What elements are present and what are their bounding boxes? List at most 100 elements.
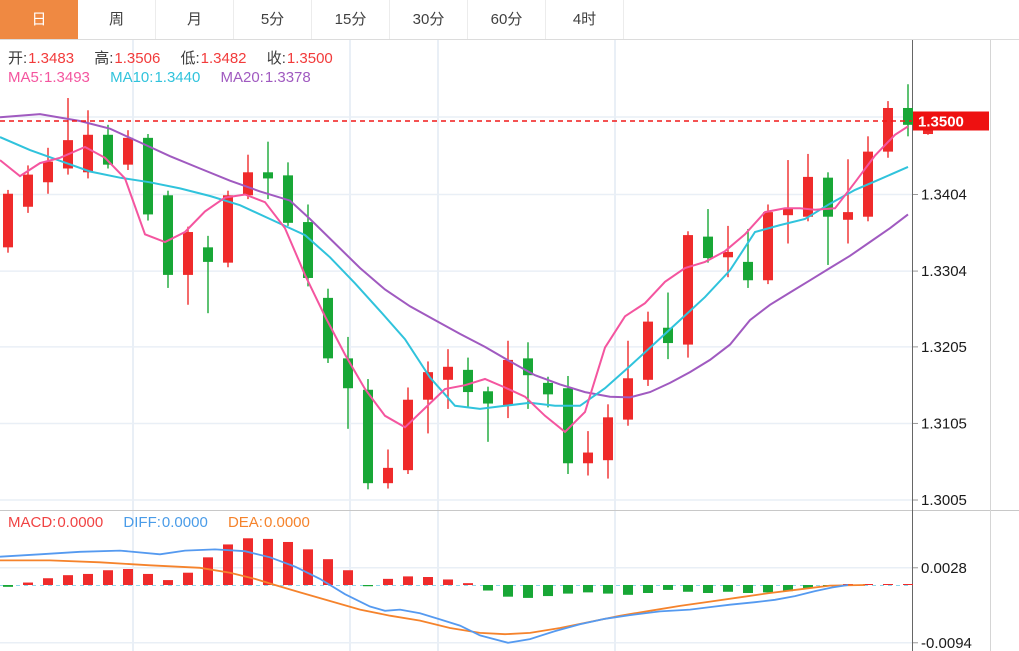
- candle-body: [303, 222, 313, 278]
- candle-body: [363, 389, 373, 484]
- candle-body: [383, 467, 393, 484]
- macd-histogram-bar: [723, 585, 733, 592]
- low-value: 1.3482: [200, 50, 247, 67]
- macd-axis-label: 0.0028: [921, 560, 967, 577]
- macd-histogram-bar: [863, 584, 873, 585]
- price-axis-label: 1.3005: [921, 492, 967, 509]
- price-axis-label: 1.3404: [921, 187, 967, 204]
- candle-body: [543, 382, 553, 395]
- candle-body: [603, 417, 613, 461]
- main-chart-plot[interactable]: [0, 40, 912, 510]
- dea-line: [0, 559, 866, 636]
- macd-readout: MACD:0.0000: [8, 514, 103, 531]
- candle-body: [703, 236, 713, 259]
- tab-60min[interactable]: 60分: [468, 0, 546, 39]
- tab-15min[interactable]: 15分: [312, 0, 390, 39]
- open-label: 开:: [8, 50, 28, 67]
- candle-body: [483, 391, 493, 404]
- candle-body: [883, 107, 893, 152]
- ma5-label: MA5:: [8, 69, 44, 86]
- candle-body: [403, 399, 413, 471]
- macd-histogram-bar: [23, 582, 33, 585]
- high-label: 高:: [94, 50, 114, 67]
- macd-histogram-bar: [543, 585, 553, 597]
- candle-body: [263, 172, 273, 179]
- low-label: 低:: [180, 50, 200, 67]
- diff-value: 0.0000: [161, 514, 208, 531]
- candle-body: [783, 208, 793, 216]
- tab-30min[interactable]: 30分: [390, 0, 468, 39]
- macd-histogram-bar: [343, 570, 353, 585]
- ma20-line: [0, 113, 909, 399]
- candle-body: [663, 327, 673, 344]
- low-readout: 低:1.3482: [180, 50, 246, 67]
- candle-body: [103, 134, 113, 165]
- ma10-value: 1.3440: [154, 69, 201, 86]
- ma20-value: 1.3378: [264, 69, 311, 86]
- tab-5min[interactable]: 5分: [234, 0, 312, 39]
- macd-histogram-bar: [163, 580, 173, 585]
- candle-body: [903, 107, 913, 125]
- macd-histogram-bar: [903, 584, 913, 585]
- tab-week[interactable]: 周: [78, 0, 156, 39]
- ma20-label: MA20:: [220, 69, 264, 86]
- ma10-line: [0, 136, 909, 410]
- tab-day[interactable]: 日: [0, 0, 78, 39]
- candle-body: [683, 235, 693, 345]
- macd-histogram-bar: [623, 585, 633, 595]
- high-readout: 高:1.3506: [94, 50, 160, 67]
- diff-readout: DIFF:0.0000: [123, 514, 207, 531]
- macd-histogram-bar: [123, 569, 133, 585]
- close-label: 收:: [266, 50, 286, 67]
- ohlc-readout: 开:1.3483 高:1.3506 低:1.3482 收:1.3500: [8, 47, 349, 67]
- close-readout: 收:1.3500: [267, 50, 333, 67]
- candle-body: [183, 232, 193, 275]
- dea-value: 0.0000: [263, 514, 310, 531]
- price-axis-label: 1.3304: [921, 263, 967, 280]
- candle-body: [243, 172, 253, 196]
- macd-histogram-bar: [263, 538, 273, 585]
- candle-body: [803, 176, 813, 217]
- macd-legend: MACD:0.0000 DIFF:0.0000 DEA:0.0000: [8, 514, 326, 534]
- dea-readout: DEA:0.0000: [228, 514, 310, 531]
- candle-body: [523, 358, 533, 376]
- candle-body: [43, 161, 53, 183]
- macd-histogram-bar: [203, 557, 213, 585]
- close-value: 1.3500: [286, 50, 333, 67]
- macd-histogram-bar: [443, 579, 453, 585]
- ma5-line: [0, 125, 909, 434]
- price-axis-label: 1.3205: [921, 339, 967, 356]
- candle-body: [3, 193, 13, 248]
- macd-histogram-bar: [523, 585, 533, 598]
- macd-histogram-bar: [503, 585, 513, 597]
- macd-histogram-bar: [483, 585, 493, 591]
- candle-body: [723, 251, 733, 258]
- macd-histogram-bar: [423, 577, 433, 585]
- macd-histogram-bar: [563, 585, 573, 594]
- candle-body: [743, 261, 753, 281]
- macd-histogram-bar: [463, 583, 473, 585]
- macd-histogram-bar: [223, 544, 233, 585]
- macd-histogram-bar: [603, 585, 613, 594]
- candle-body: [843, 212, 853, 220]
- candle-body: [343, 358, 353, 389]
- candle-body: [763, 212, 773, 281]
- dea-label: DEA:: [227, 514, 263, 531]
- last-price-tag: [913, 111, 989, 131]
- macd-histogram-bar: [83, 573, 93, 585]
- macd-histogram-bar: [383, 578, 393, 585]
- diff-label: DIFF:: [123, 514, 161, 531]
- macd-histogram-bar: [883, 584, 893, 585]
- macd-histogram-bar: [303, 549, 313, 585]
- macd-histogram-bar: [683, 585, 693, 592]
- macd-histogram-bar: [663, 585, 673, 590]
- macd-label: MACD:: [8, 514, 57, 531]
- macd-histogram-bar: [763, 585, 773, 593]
- tab-month[interactable]: 月: [156, 0, 234, 39]
- ma-legend: MA5:1.3493 MA10:1.3440 MA20:1.3378: [8, 69, 327, 89]
- macd-histogram-bar: [63, 575, 73, 585]
- candle-body: [503, 359, 513, 406]
- macd-value: 0.0000: [57, 514, 104, 531]
- tab-4hour[interactable]: 4时: [546, 0, 624, 39]
